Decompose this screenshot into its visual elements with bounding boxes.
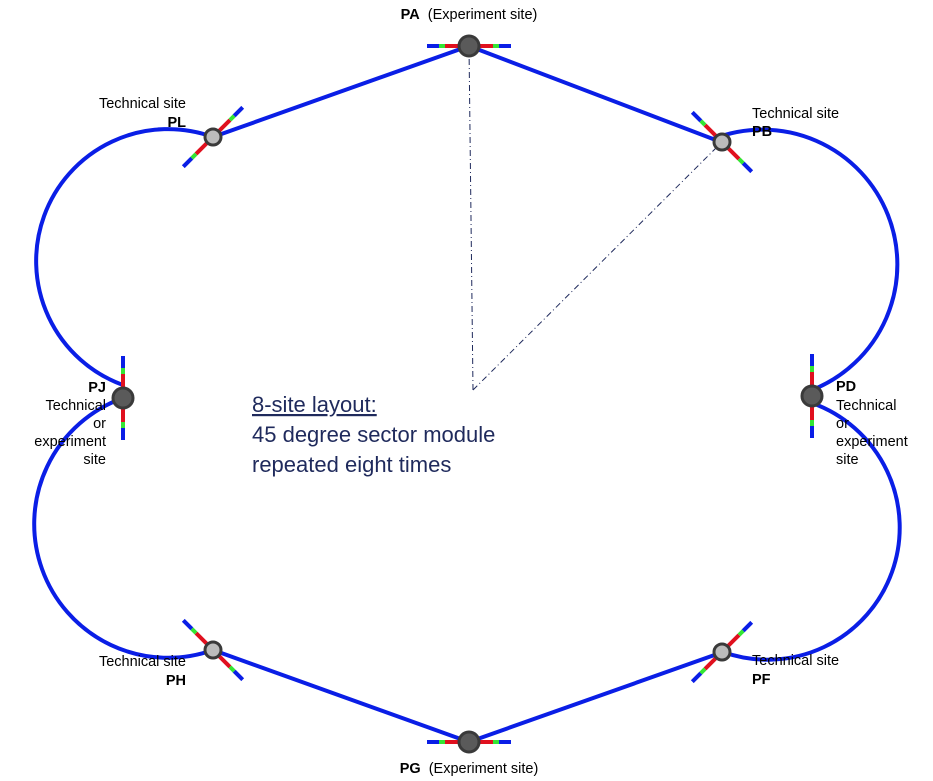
site-code-ph: PH [166, 673, 186, 689]
section-blue-pl [181, 156, 194, 169]
site-marker-pa [457, 34, 481, 58]
section-blue-pb [741, 161, 754, 174]
site-desc-pj-4: site [83, 452, 106, 468]
site-desc-pa: (Experiment site) [428, 7, 538, 23]
section-blue-pf [690, 671, 703, 684]
site-marker-pl [203, 127, 223, 147]
site-desc-pg: (Experiment site) [429, 761, 539, 777]
site-code-pb: PB [752, 124, 772, 140]
site-desc-pf: Technical site [752, 653, 839, 669]
site-code-pd: PD [836, 379, 856, 395]
section-green-pl [190, 152, 198, 160]
site-desc-pd-4: site [836, 452, 859, 468]
site-code-pf: PF [752, 672, 771, 688]
site-marker-pd [800, 384, 824, 408]
guide-line-to-pa [468, 45, 474, 391]
site-code-pa: PA [401, 7, 421, 23]
site-code-pl: PL [167, 115, 186, 131]
site-marker-pg [457, 730, 481, 754]
guide-line-to-pb [472, 141, 723, 391]
section-blue-pl [232, 105, 245, 118]
section-blue-ph [181, 618, 194, 631]
site-desc-pj-3: experiment [34, 434, 106, 450]
site-desc-pj-1: Technical [46, 398, 106, 414]
site-desc-pd-1: Technical [836, 398, 896, 414]
site-marker-pf [712, 642, 732, 662]
site-label-pg: PG (Experiment site) [400, 761, 539, 777]
section-green-pf [737, 629, 745, 637]
site-marker-pj [111, 386, 135, 410]
site-desc-pb: Technical site [752, 106, 839, 122]
site-marker-pb [712, 132, 732, 152]
section-green-pb [737, 157, 745, 165]
site-desc-ph: Technical site [99, 654, 186, 670]
section-green-ph [190, 627, 198, 635]
site-desc-pj-2: or [93, 416, 106, 432]
site-code-pg: PG [400, 761, 421, 777]
section-blue-ph [232, 669, 245, 682]
site-marker-ph [203, 640, 223, 660]
site-desc-pd-2: or [836, 416, 849, 432]
center-note-line2: repeated eight times [252, 452, 451, 477]
ring-track [32, 43, 902, 745]
section-blue-pf [741, 620, 754, 633]
section-green-pb [699, 119, 707, 127]
site-straight-sections [121, 44, 814, 744]
section-blue-pb [690, 110, 703, 123]
site-code-pj: PJ [88, 380, 106, 396]
section-green-pl [228, 114, 236, 122]
center-note-title: 8-site layout: [252, 392, 377, 417]
site-desc-pl: Technical site [99, 96, 186, 112]
section-green-pf [699, 667, 707, 675]
site-desc-pd-3: experiment [836, 434, 908, 450]
site-label-pa: PA (Experiment site) [401, 7, 538, 23]
section-green-ph [228, 665, 236, 673]
center-note-line1: 45 degree sector module [252, 422, 495, 447]
